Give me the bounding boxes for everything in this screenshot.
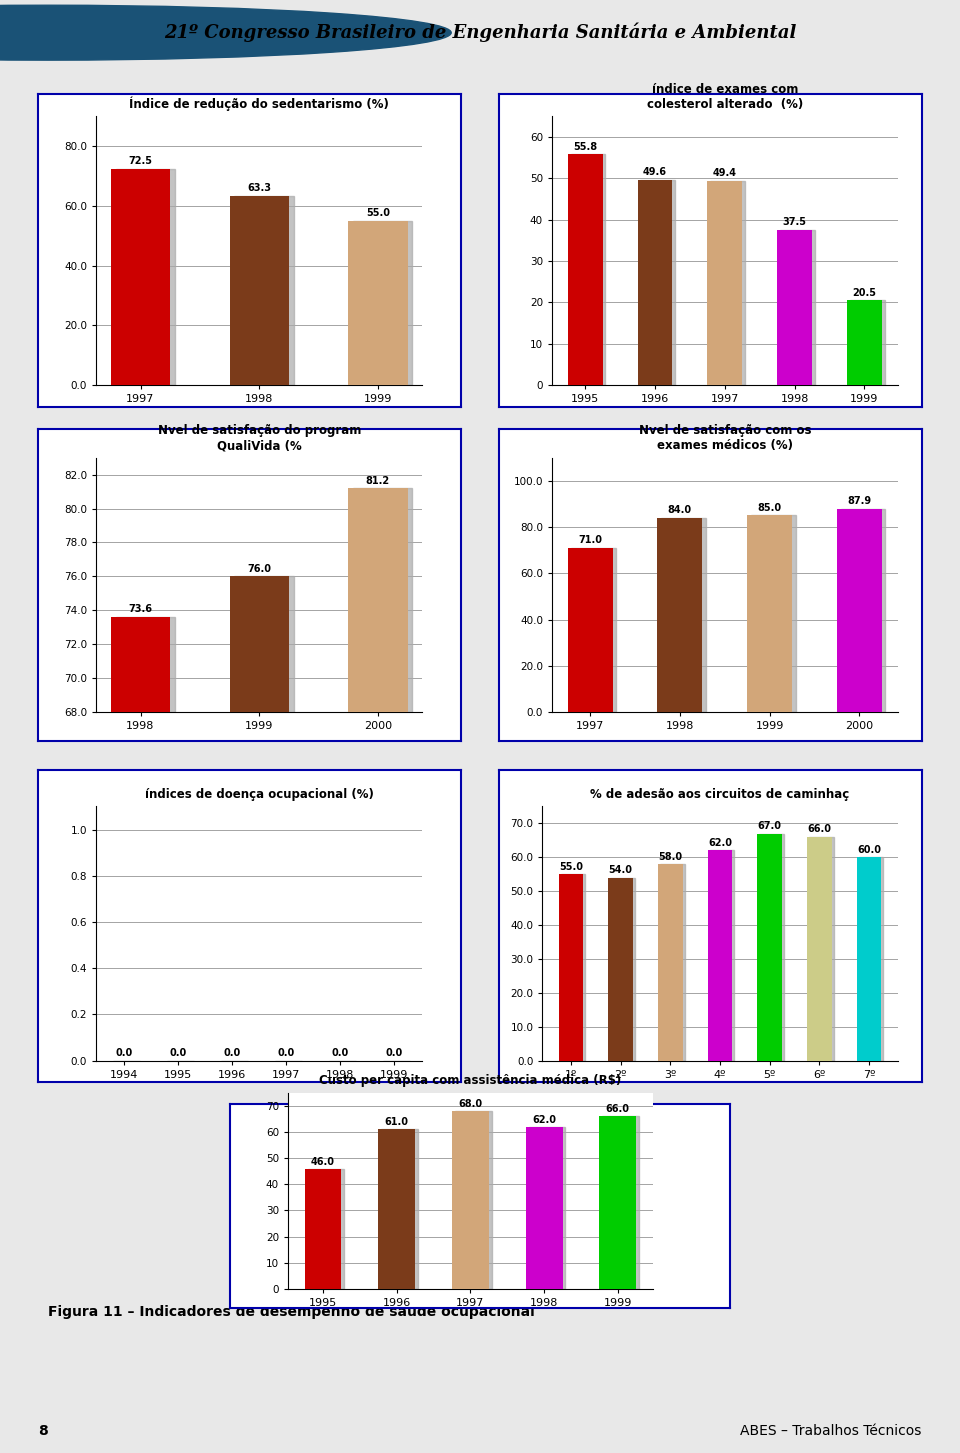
Text: 63.3: 63.3 [248,183,271,193]
Bar [348,221,408,385]
Bar [561,875,586,1061]
Bar [599,1116,636,1289]
Text: 62.0: 62.0 [708,838,732,849]
Bar [455,1112,492,1289]
Bar [602,1116,639,1289]
Bar [809,837,834,1061]
Text: ABES – Trabalhos Técnicos: ABES – Trabalhos Técnicos [740,1424,922,1438]
Text: 0.0: 0.0 [386,1048,402,1058]
Bar [307,1168,345,1289]
Text: 37.5: 37.5 [782,218,806,227]
Bar [709,850,734,1061]
Bar [110,169,170,385]
Text: 71.0: 71.0 [578,535,602,545]
Title: Índice de redução do sedentarismo (%): Índice de redução do sedentarismo (%) [130,96,389,110]
Text: 66.0: 66.0 [606,1104,630,1114]
Title: índices de doença ocupacional (%): índices de doença ocupacional (%) [145,788,373,801]
Bar [381,1129,418,1289]
Text: 81.2: 81.2 [366,475,390,485]
Title: Custo per capita com assistência médica (R$): Custo per capita com assistência médica … [320,1074,621,1087]
Text: 0.0: 0.0 [277,1048,295,1058]
Bar [115,169,175,385]
Bar [780,230,815,385]
Bar [858,857,883,1061]
Bar [708,850,732,1061]
Bar [353,488,412,1453]
Bar [807,837,831,1061]
Text: 0.0: 0.0 [224,1048,241,1058]
Circle shape [0,6,451,60]
Text: 66.0: 66.0 [807,824,831,834]
Bar [778,230,812,385]
Text: 60.0: 60.0 [857,844,881,854]
Text: 61.0: 61.0 [385,1117,409,1128]
Text: 67.0: 67.0 [757,821,781,831]
Text: 0.0: 0.0 [331,1048,348,1058]
Text: 85.0: 85.0 [757,503,781,513]
Text: 87.9: 87.9 [848,497,872,506]
Bar [841,509,885,712]
Text: 55.0: 55.0 [366,208,390,218]
Text: 58.0: 58.0 [659,851,683,862]
Bar [837,509,882,712]
Bar [660,865,684,1061]
Bar [751,516,796,712]
Bar [611,878,636,1061]
Text: 55.8: 55.8 [573,141,597,151]
Bar [708,180,742,385]
Text: 54.0: 54.0 [609,865,633,875]
Bar [526,1126,563,1289]
Bar [229,196,289,385]
Bar [747,516,792,712]
Bar [229,577,289,1453]
Text: 49.4: 49.4 [712,169,737,179]
Bar [529,1126,565,1289]
Bar [759,834,784,1061]
Bar [378,1129,415,1289]
Text: 73.6: 73.6 [129,604,153,615]
Bar [609,878,633,1061]
Bar [640,180,675,385]
Bar [570,154,606,385]
Text: 21º Congresso Brasileiro de Engenharia Sanitária e Ambiental: 21º Congresso Brasileiro de Engenharia S… [164,23,796,42]
Text: 46.0: 46.0 [311,1157,335,1167]
Bar [567,548,612,712]
Bar [658,517,703,712]
Bar [850,301,885,385]
Bar [757,834,782,1061]
Title: índice de exames com
colesterol alterado  (%): índice de exames com colesterol alterado… [647,83,803,110]
Bar [637,180,672,385]
Bar [353,221,412,385]
Text: 20.5: 20.5 [852,288,876,298]
Title: % de adesão aos circuitos de caminhaç: % de adesão aos circuitos de caminhaç [590,788,850,801]
Title: Nvel de satisfação com os
exames médicos (%): Nvel de satisfação com os exames médicos… [638,424,811,452]
Bar [847,301,882,385]
Text: 55.0: 55.0 [559,862,583,872]
Bar [110,618,170,1453]
Text: Figura 11 – Indicadores de desempenho de saúde ocupacional: Figura 11 – Indicadores de desempenho de… [48,1305,535,1318]
Text: 68.0: 68.0 [458,1098,483,1109]
Bar [234,577,294,1453]
Text: 76.0: 76.0 [248,564,271,574]
Text: 49.6: 49.6 [643,167,667,177]
Bar [559,875,584,1061]
Text: 8: 8 [38,1424,48,1438]
Bar [234,196,294,385]
Bar [710,180,745,385]
Bar [348,488,408,1453]
Bar [567,154,603,385]
Bar [658,865,683,1061]
Bar [856,857,881,1061]
Bar [571,548,616,712]
Text: 84.0: 84.0 [668,506,692,516]
Text: 0.0: 0.0 [170,1048,187,1058]
Bar [452,1112,489,1289]
Title: Nvel de satisfação do program
QualiVida (%: Nvel de satisfação do program QualiVida … [157,424,361,452]
Text: 72.5: 72.5 [129,155,153,166]
Text: 0.0: 0.0 [116,1048,132,1058]
Bar [115,618,175,1453]
Bar [304,1168,342,1289]
Text: 62.0: 62.0 [532,1114,556,1125]
Bar [661,517,706,712]
